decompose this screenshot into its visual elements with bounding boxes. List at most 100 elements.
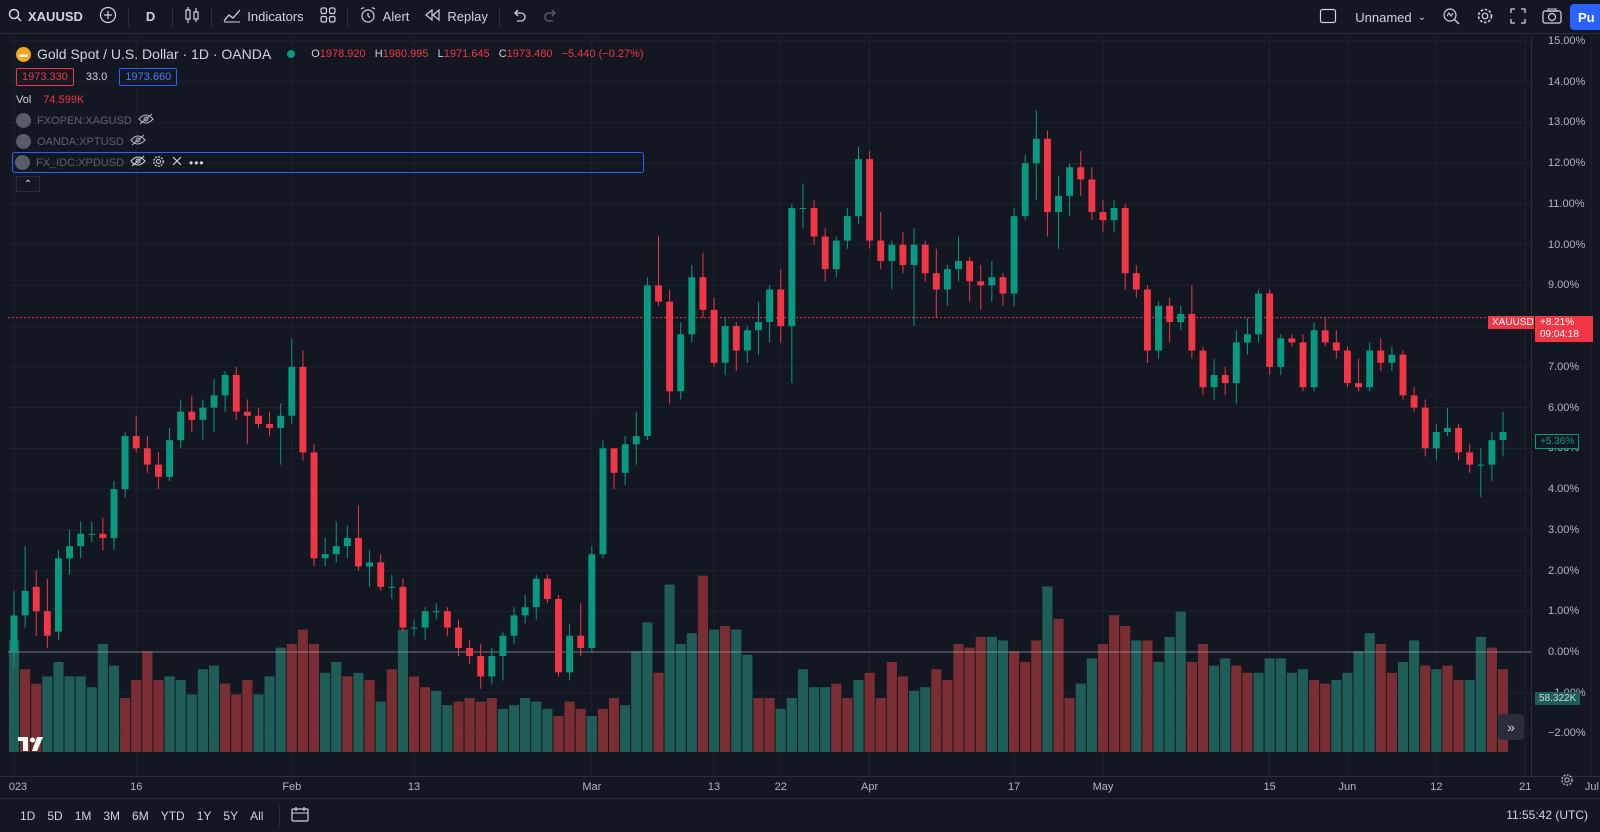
- more-icon[interactable]: •••: [189, 155, 205, 170]
- volume-bar: [886, 662, 897, 752]
- symbol-search-button[interactable]: XAUUSD: [0, 0, 91, 34]
- indicators-button[interactable]: Indicators: [215, 0, 311, 34]
- price-chart[interactable]: [0, 0, 1600, 798]
- chart-type-button[interactable]: [176, 0, 208, 34]
- time-axis-tick: 12: [1430, 781, 1443, 793]
- eye-off-icon[interactable]: [130, 155, 146, 170]
- price-axis[interactable]: [1531, 36, 1600, 776]
- candle-body: [1110, 208, 1118, 221]
- candle: [777, 269, 785, 343]
- range-ytd[interactable]: YTD: [160, 808, 185, 823]
- publish-button[interactable]: Pu: [1570, 4, 1600, 30]
- candle: [899, 232, 907, 274]
- quick-search-button[interactable]: [1434, 0, 1468, 34]
- volume-bar: [764, 698, 775, 752]
- compare-add-button[interactable]: [91, 0, 125, 34]
- range-1y[interactable]: 1Y: [196, 808, 212, 823]
- time-axis-tick: 13: [707, 781, 721, 793]
- low-label: L: [437, 48, 444, 60]
- time-axis-tick: 16: [130, 781, 143, 793]
- time-axis[interactable]: [0, 776, 1600, 798]
- candle-body: [488, 656, 496, 677]
- range-5y[interactable]: 5Y: [223, 808, 239, 823]
- candle-body: [1421, 407, 1429, 449]
- price-axis-tick: 3.00%: [1548, 523, 1580, 536]
- tradingview-logo-icon[interactable]: [18, 734, 46, 757]
- volume-label: Vol: [16, 94, 32, 106]
- range-1m[interactable]: 1M: [74, 808, 92, 823]
- eye-off-icon[interactable]: [138, 113, 154, 128]
- candle-body: [1077, 167, 1085, 180]
- price-axis-tick: 0.00%: [1548, 646, 1580, 658]
- compare-row-xagusd[interactable]: FXOPEN:XAGUSD: [16, 110, 644, 131]
- range-6m[interactable]: 6M: [132, 808, 149, 823]
- candle-body: [677, 334, 685, 392]
- high-label: H: [374, 48, 383, 60]
- range-buttons: 1D 5D 1M 3M 6M YTD 1Y 5Y All: [14, 809, 269, 823]
- sell-button[interactable]: 1973.330: [16, 68, 74, 86]
- camera-icon: [1542, 8, 1562, 27]
- buy-button[interactable]: 1973.660: [119, 68, 178, 86]
- range-1d[interactable]: 1D: [20, 808, 36, 823]
- candle-body: [266, 423, 274, 428]
- candle-body: [1043, 138, 1051, 213]
- range-3m[interactable]: 3M: [103, 808, 121, 823]
- candle: [588, 546, 596, 652]
- range-5d[interactable]: 5D: [47, 808, 63, 823]
- compare-row-xptusd[interactable]: OANDA:XPTUSD: [16, 131, 644, 152]
- layout-button[interactable]: Unnamed ⌄: [1311, 0, 1434, 34]
- candle: [932, 248, 940, 318]
- volume-bar: [1320, 683, 1331, 752]
- bottom-toolbar: 1D 5D 1M 3M 6M YTD 1Y 5Y All: [0, 798, 1600, 832]
- close-value: 1973.480: [506, 48, 553, 60]
- interval-button[interactable]: D: [132, 0, 169, 34]
- candle-body: [343, 537, 351, 547]
- volume-bar: [531, 701, 542, 752]
- volume-row[interactable]: Vol 74.599K: [16, 90, 644, 110]
- change-value: −5.440 (−0.27%): [561, 48, 644, 60]
- volume-bar: [1020, 662, 1031, 752]
- candle-body: [588, 554, 596, 648]
- volume-bar: [708, 629, 720, 752]
- candle-body: [610, 448, 618, 473]
- gear-icon: [1560, 774, 1574, 790]
- price-axis-tick: −2.00%: [1548, 727, 1586, 740]
- candle: [199, 399, 207, 441]
- candle: [632, 411, 640, 465]
- snapshot-button[interactable]: [1534, 0, 1570, 34]
- range-all[interactable]: All: [250, 808, 264, 823]
- volume-bar: [831, 683, 842, 752]
- legend-collapse-button[interactable]: ⌃: [16, 176, 40, 192]
- candle: [810, 199, 818, 245]
- goto-date-button[interactable]: [283, 799, 317, 832]
- legend-title-row[interactable]: ▬ Gold Spot / U.S. Dollar · 1D · OANDA O…: [16, 44, 644, 64]
- axis-settings-button[interactable]: [1560, 773, 1574, 790]
- candle: [1366, 342, 1374, 392]
- compare-change-text: +5.36%: [1540, 436, 1575, 447]
- compare-row-xpdusd[interactable]: FX_IDC:XPDUSD •••: [12, 152, 644, 173]
- rewind-icon: [425, 8, 441, 25]
- scroll-to-realtime-button[interactable]: »: [1498, 714, 1524, 740]
- volume-bar: [853, 680, 864, 752]
- interval-label: D: [145, 9, 156, 24]
- volume-bar: [242, 680, 253, 752]
- close-icon[interactable]: [171, 155, 183, 170]
- redo-button[interactable]: [535, 0, 567, 34]
- volume-bar: [1364, 633, 1375, 752]
- replay-button[interactable]: Replay: [417, 0, 495, 34]
- indicators-icon: [223, 7, 241, 26]
- eye-off-icon[interactable]: [130, 134, 146, 149]
- candle-body: [810, 208, 818, 237]
- templates-button[interactable]: [312, 0, 344, 34]
- timezone-clock[interactable]: 11:55:42 (UTC): [1506, 808, 1588, 822]
- candle-body: [932, 273, 940, 290]
- candle-body: [555, 599, 562, 673]
- volume-bar: [120, 698, 131, 752]
- candle-body: [1099, 212, 1107, 221]
- settings-button[interactable]: [1468, 0, 1502, 34]
- fullscreen-button[interactable]: [1502, 0, 1534, 34]
- candle: [288, 338, 296, 424]
- gear-icon[interactable]: [152, 155, 165, 171]
- alert-button[interactable]: Alert: [351, 0, 418, 34]
- undo-button[interactable]: [503, 0, 535, 34]
